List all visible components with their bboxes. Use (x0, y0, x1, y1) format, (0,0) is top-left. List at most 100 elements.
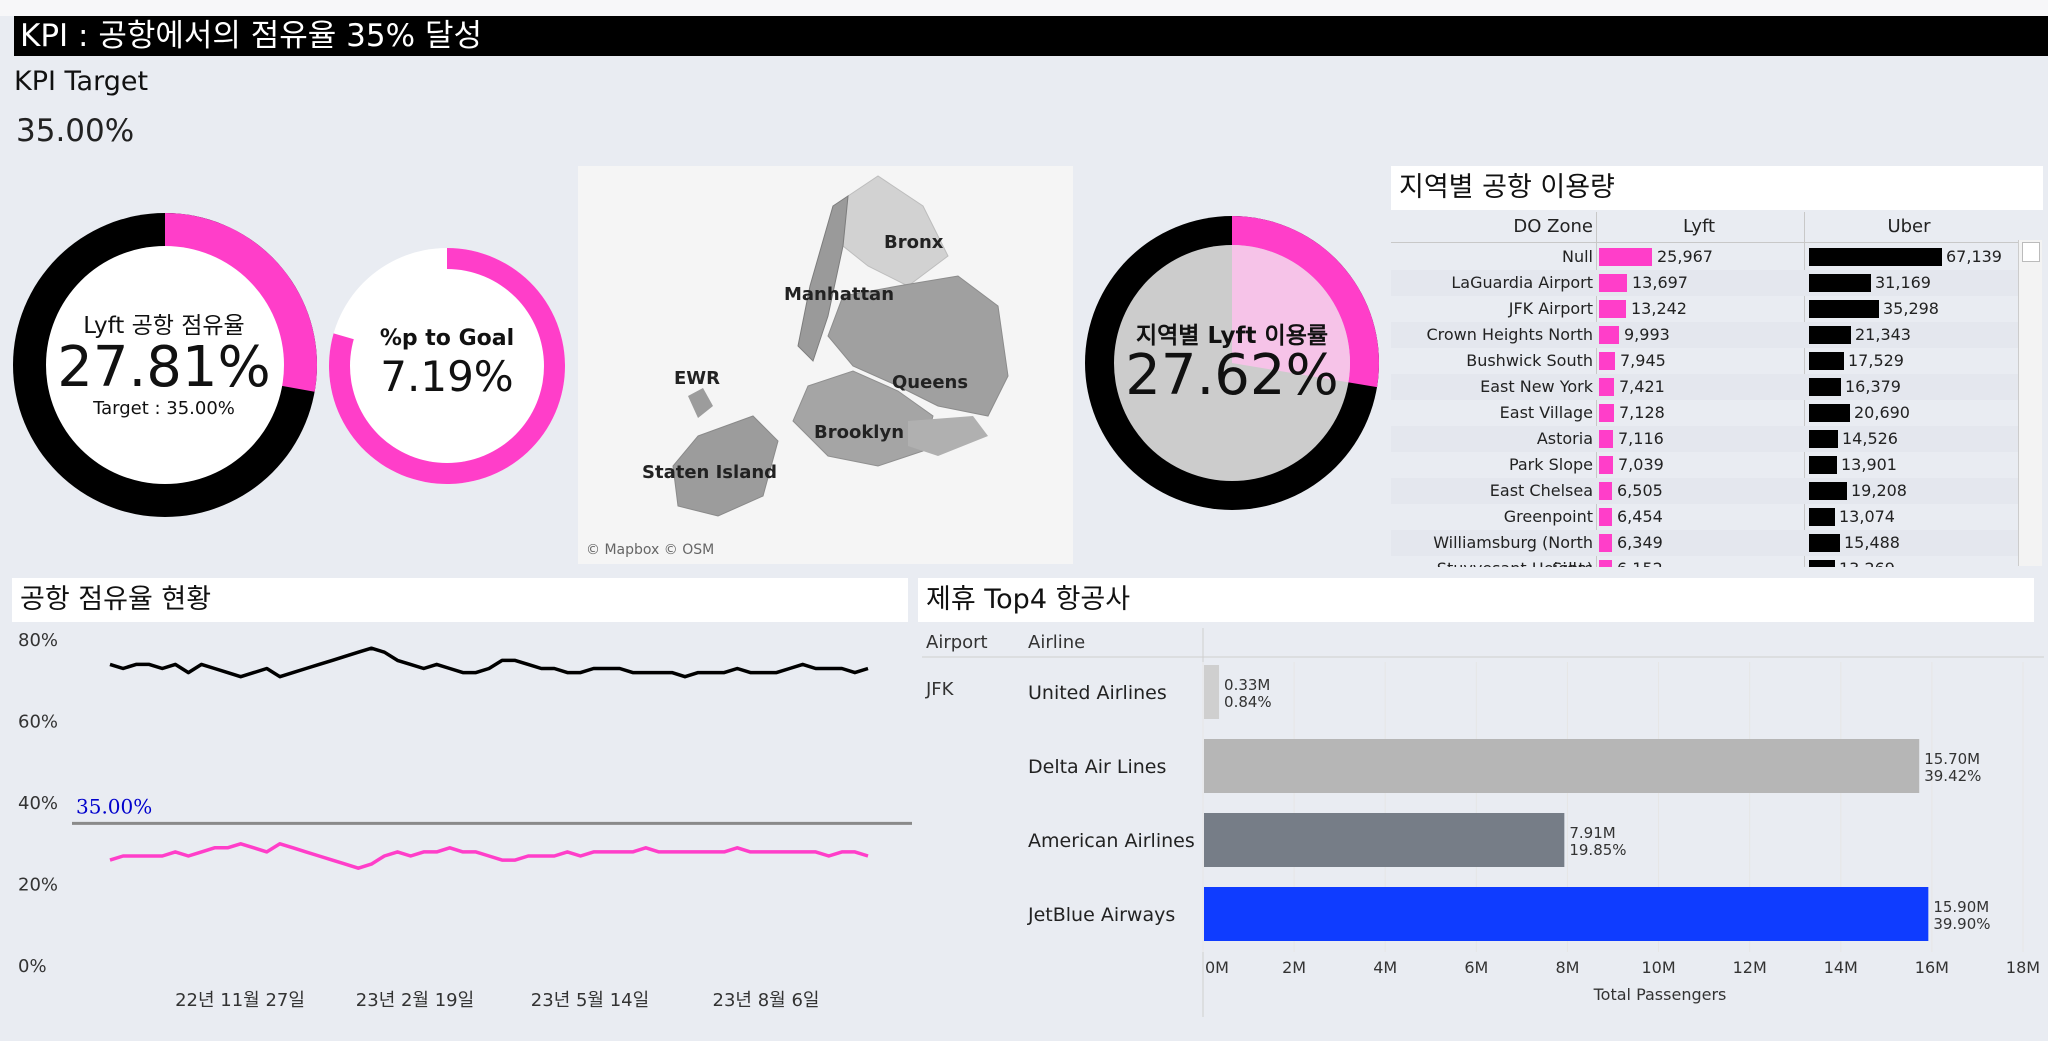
airline-bar[interactable] (1204, 887, 1929, 941)
zone-name: Williamsburg (North Side) (1433, 533, 1593, 567)
table-row[interactable]: Null 25,967 67,139 (1391, 244, 2019, 270)
uber-bar (1809, 274, 1871, 292)
bar-value-label: 15.70M (1924, 750, 1980, 768)
lyft-share-donut[interactable] (12, 212, 318, 518)
uber-value: 67,139 (1946, 247, 2002, 266)
airport-jfk: JFK (926, 679, 954, 700)
uber-value: 35,298 (1883, 299, 1939, 318)
map-label-queens: Queens (892, 372, 969, 393)
lyft-value: 7,116 (1618, 429, 1664, 448)
bar-pct-label: 39.42% (1924, 767, 1981, 785)
uber-bar (1809, 508, 1835, 526)
table-row[interactable]: Park Slope 7,039 13,901 (1391, 452, 2019, 478)
table-row[interactable]: LaGuardia Airport 13,697 31,169 (1391, 270, 2019, 296)
lyft-bar (1599, 274, 1627, 292)
dashboard-title: KPI : 공항에서의 점유율 35% 달성 (14, 16, 2048, 56)
map-shapes (578, 166, 1073, 564)
zone-name: East Chelsea (1489, 481, 1593, 500)
table-row[interactable]: Bushwick South 7,945 17,529 (1391, 348, 2019, 374)
lyft-value: 6,454 (1617, 507, 1663, 526)
p-to-goal-donut[interactable] (328, 247, 566, 485)
lyft-value: 7,128 (1619, 403, 1665, 422)
zone-name: JFK Airport (1508, 299, 1593, 318)
lyft-bar (1599, 352, 1615, 370)
lyft-bar (1599, 300, 1626, 318)
map-label-bronx: Bronx (884, 232, 944, 253)
airline-bar[interactable] (1204, 813, 1565, 867)
airline-label: United Airlines (1028, 682, 1167, 704)
x-tick-label: 23년 8월 6일 (713, 990, 820, 1011)
lyft-value: 13,242 (1631, 299, 1687, 318)
zone-name: East New York (1480, 377, 1593, 396)
col-header-airport[interactable]: Airport (926, 632, 988, 653)
col-header-airline[interactable]: Airline (1028, 632, 1086, 653)
y-tick-label: 40% (18, 793, 58, 814)
bar-pct-label: 39.90% (1933, 915, 1990, 933)
x-axis-label: Total Passengers (1593, 985, 1727, 1004)
table-row[interactable]: Astoria 7,116 14,526 (1391, 426, 2019, 452)
airline-bar[interactable] (1204, 665, 1220, 719)
x-tick-label: 22년 11월 27일 (175, 990, 305, 1011)
airline-bar-chart[interactable]: 0M 2M 4M 6M 8M 10M 12M 14M 16M 18M Total Passenger… (918, 622, 2046, 1020)
col-header-lyft[interactable]: Lyft (1682, 216, 1716, 237)
zone-lyft-title: 지역별 Lyft 이용률 (1135, 323, 1329, 349)
zone-table[interactable]: DO Zone Lyft Uber Null 25,967 67,139 LaGuar… (1391, 212, 2045, 567)
lyft-bar (1599, 482, 1612, 500)
zone-name: East Village (1499, 403, 1593, 422)
col-header-zone[interactable]: DO Zone (1513, 216, 1593, 237)
uber-value: 13,074 (1839, 507, 1895, 526)
table-row[interactable]: Stuyvesant Heights 6,152 13,269 (1391, 556, 2019, 567)
y-tick-label: 80% (18, 630, 58, 651)
x-tick-label: 4M (1373, 958, 1397, 977)
airline-bar[interactable] (1204, 739, 1920, 793)
map-credit[interactable]: © Mapbox © OSM (586, 542, 715, 558)
x-tick-label: 0M (1205, 958, 1229, 977)
x-tick-label: 8M (1555, 958, 1579, 977)
table-row[interactable]: Crown Heights North 9,993 21,343 (1391, 322, 2019, 348)
y-tick-label: 0% (18, 956, 47, 977)
lyft-bar (1599, 508, 1612, 526)
uber-value: 19,208 (1851, 481, 1907, 500)
x-tick-label: 10M (1641, 958, 1675, 977)
lyft-value: 6,505 (1617, 481, 1663, 500)
scrollbar-thumb[interactable] (2022, 242, 2040, 262)
top-strip (0, 0, 2048, 16)
lyft-bar (1599, 560, 1612, 567)
zone-name: Stuyvesant Heights (1391, 556, 1593, 567)
kpi-target-value: 35.00% (16, 113, 135, 149)
lyft-share-value: 27.81% (57, 335, 271, 400)
uber-value: 13,901 (1841, 455, 1897, 474)
series-line-black[interactable] (109, 646, 869, 679)
p-to-goal-title: %p to Goal (379, 326, 515, 351)
table-row[interactable]: Williamsburg (North Side) 6,349 15,488 (1391, 530, 2019, 567)
x-tick-label: 12M (1733, 958, 1767, 977)
map-label-manhattan: Manhattan (784, 284, 895, 305)
x-tick-label: 18M (2006, 958, 2040, 977)
table-row[interactable]: East Village 7,128 20,690 (1391, 400, 2019, 426)
lyft-value: 6,152 (1617, 556, 1663, 567)
series-line-pink[interactable] (109, 842, 869, 870)
zone-name: LaGuardia Airport (1451, 273, 1593, 292)
bar-value-label: 0.33M (1224, 676, 1270, 694)
share-line-chart[interactable]: 0% 20% 40% 60% 80% 35.00% 22년 11월 27일 23년 2월 19… (12, 622, 912, 1022)
zone-name: Greenpoint (1503, 507, 1593, 526)
bar-value-label: 7.91M (1569, 824, 1615, 842)
zone-lyft-donut[interactable] (1084, 215, 1380, 511)
zone-name: Null (1562, 247, 1593, 266)
table-row[interactable]: East New York 7,421 16,379 (1391, 374, 2019, 400)
uber-bar (1809, 534, 1840, 552)
bar-pct-label: 19.85% (1569, 841, 1626, 859)
table-row[interactable]: East Chelsea 6,505 19,208 (1391, 478, 2019, 504)
lyft-bar (1599, 248, 1652, 266)
lyft-value: 6,349 (1617, 533, 1663, 552)
col-header-uber[interactable]: Uber (1887, 216, 1931, 237)
table-row[interactable]: JFK Airport 13,242 35,298 (1391, 296, 2019, 322)
lyft-bar (1599, 456, 1613, 474)
p-to-goal-value: 7.19% (380, 352, 514, 401)
target-reference-label: 35.00% (76, 794, 152, 818)
x-tick-label: 16M (1915, 958, 1949, 977)
lyft-bar (1599, 534, 1612, 552)
zone-table-scrollbar[interactable] (2018, 240, 2042, 566)
nyc-map[interactable]: Bronx Manhattan EWR Queens Brooklyn Stat… (578, 166, 1073, 564)
table-row[interactable]: Greenpoint 6,454 13,074 (1391, 504, 2019, 530)
